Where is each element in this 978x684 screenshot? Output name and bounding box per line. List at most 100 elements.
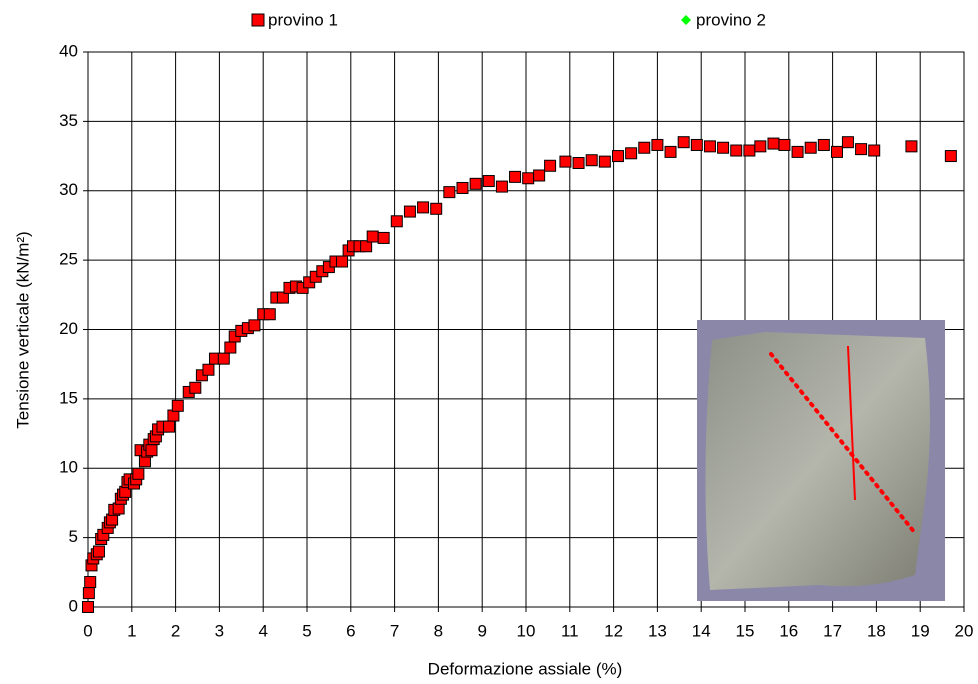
data-point [92, 545, 105, 558]
data-point [390, 215, 403, 228]
data-point [754, 140, 767, 153]
x-tick-label: 1 [127, 621, 136, 640]
data-point [717, 141, 730, 154]
data-point [677, 136, 690, 149]
x-tick-label: 15 [736, 621, 755, 640]
data-point [598, 155, 611, 168]
x-tick-label: 6 [346, 621, 355, 640]
x-tick-label: 0 [83, 621, 92, 640]
data-point [817, 138, 830, 151]
data-point [430, 202, 443, 215]
data-point [905, 140, 918, 153]
data-point [855, 143, 868, 156]
data-point [202, 363, 215, 376]
x-tick-label: 16 [779, 621, 798, 640]
data-point [377, 231, 390, 244]
data-point [585, 154, 598, 167]
legend-marker [681, 15, 691, 25]
data-point [572, 157, 585, 169]
data-point [456, 181, 469, 194]
data-point [509, 170, 522, 183]
data-point [189, 381, 202, 394]
x-tick-label: 11 [561, 621, 579, 640]
x-tick-label: 19 [911, 621, 930, 640]
data-point [82, 587, 95, 600]
data-point [690, 138, 703, 151]
data-point [804, 141, 817, 154]
y-tick-label: 40 [59, 41, 78, 60]
data-point [767, 137, 780, 150]
data-point [248, 319, 261, 332]
x-tick-label: 18 [867, 621, 886, 640]
x-tick-label: 8 [434, 621, 443, 640]
data-point [132, 467, 145, 480]
data-point [263, 308, 276, 321]
data-point [163, 420, 176, 433]
x-tick-label: 12 [604, 621, 623, 640]
legend-label: provino 2 [696, 10, 766, 29]
data-point [830, 145, 843, 158]
data-point [366, 230, 379, 243]
data-point [544, 159, 557, 172]
data-point [868, 144, 881, 157]
data-point [224, 341, 237, 354]
data-point [495, 180, 508, 193]
plot-frame [87, 51, 965, 608]
data-point [482, 175, 495, 188]
x-tick-label: 7 [390, 621, 399, 640]
data-point [651, 138, 664, 151]
y-tick-label: 35 [59, 111, 78, 130]
x-tick-label: 13 [648, 621, 667, 640]
legend-item: provino 2 [681, 10, 766, 29]
data-point [84, 576, 97, 589]
data-point [217, 352, 230, 365]
data-point [730, 144, 743, 157]
data-point [336, 255, 349, 268]
y-tick-label: 30 [59, 180, 78, 199]
data-point [403, 205, 416, 218]
data-point [638, 141, 651, 154]
legend-label: provino 1 [268, 10, 338, 29]
x-tick-label: 17 [823, 621, 842, 640]
x-tick-label: 5 [302, 621, 311, 640]
data-point [171, 399, 184, 412]
x-tick-label: 3 [215, 621, 224, 640]
x-tick-label: 9 [477, 621, 486, 640]
data-point [276, 291, 289, 304]
data-point [778, 138, 791, 151]
data-point [791, 145, 804, 158]
y-tick-label: 10 [59, 458, 78, 477]
x-tick-label: 10 [517, 621, 536, 640]
legend-item: provino 1 [251, 10, 338, 29]
x-tick-label: 2 [171, 621, 180, 640]
data-point [559, 155, 572, 168]
data-point [841, 136, 854, 149]
data-point [533, 169, 546, 182]
data-point [417, 201, 430, 214]
data-point [469, 177, 482, 190]
data-point [944, 150, 957, 163]
data-point [82, 601, 94, 613]
y-axis-label: Tensione verticale (kN/m²) [13, 231, 32, 428]
data-point [664, 145, 677, 158]
data-point [443, 186, 456, 199]
x-tick-label: 14 [692, 621, 711, 640]
data-point [703, 140, 716, 153]
data-point [360, 240, 373, 253]
x-tick-label: 4 [258, 621, 267, 640]
x-axis-label: Deformazione assiale (%) [428, 659, 623, 678]
data-point [522, 172, 535, 185]
inset-photo [697, 320, 945, 601]
y-tick-label: 15 [59, 388, 78, 407]
y-tick-label: 20 [59, 319, 78, 338]
y-tick-label: 5 [69, 527, 78, 546]
legend-marker [251, 13, 265, 27]
y-tick-label: 25 [59, 250, 78, 269]
data-point [611, 150, 624, 163]
data-point [145, 444, 158, 457]
y-tick-label: 0 [69, 596, 78, 615]
data-point [743, 144, 756, 157]
x-tick-label: 20 [955, 621, 974, 640]
data-point [625, 147, 638, 160]
